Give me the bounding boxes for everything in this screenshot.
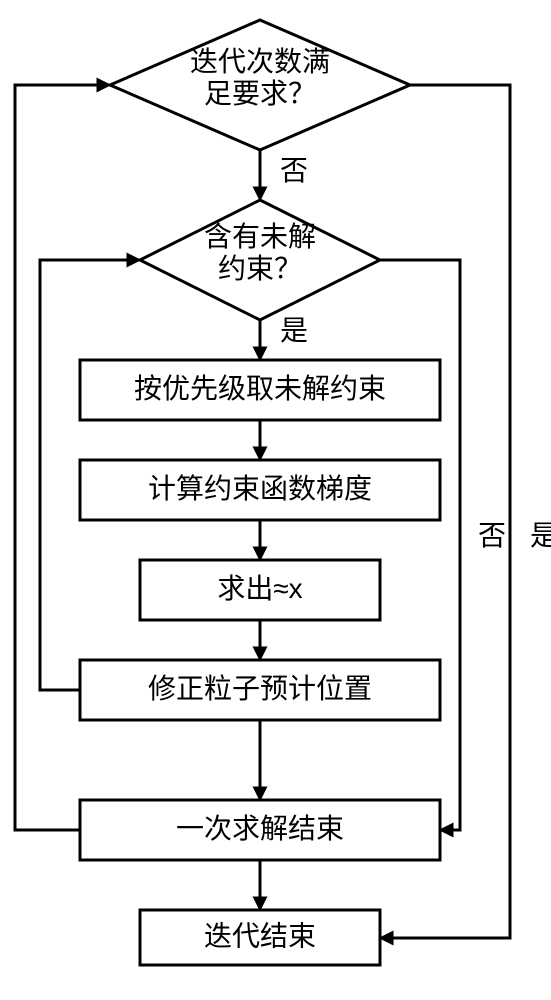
node-r1-text: 按优先级取未解约束 xyxy=(134,373,386,404)
label-yes1: 是 xyxy=(530,520,551,551)
node-r4-text: 修正粒子预计位置 xyxy=(148,673,372,704)
edge-d2-no-r5 xyxy=(380,260,460,830)
node-r5-text: 一次求解结束 xyxy=(176,813,344,844)
node-d1-text-0: 迭代次数满 xyxy=(190,46,330,77)
label-no1: 否 xyxy=(280,155,308,186)
node-d1-text-1: 足要求？ xyxy=(204,78,316,109)
node-r6-text: 迭代结束 xyxy=(204,921,316,952)
node-d2-text-1: 约束？ xyxy=(218,253,302,284)
node-r2-text: 计算约束函数梯度 xyxy=(148,473,372,504)
node-r3-text: 求出≈x xyxy=(217,573,302,604)
label-yes2: 是 xyxy=(280,315,308,346)
node-d2-text-0: 含有未解 xyxy=(204,221,316,252)
label-no2: 否 xyxy=(478,520,506,551)
